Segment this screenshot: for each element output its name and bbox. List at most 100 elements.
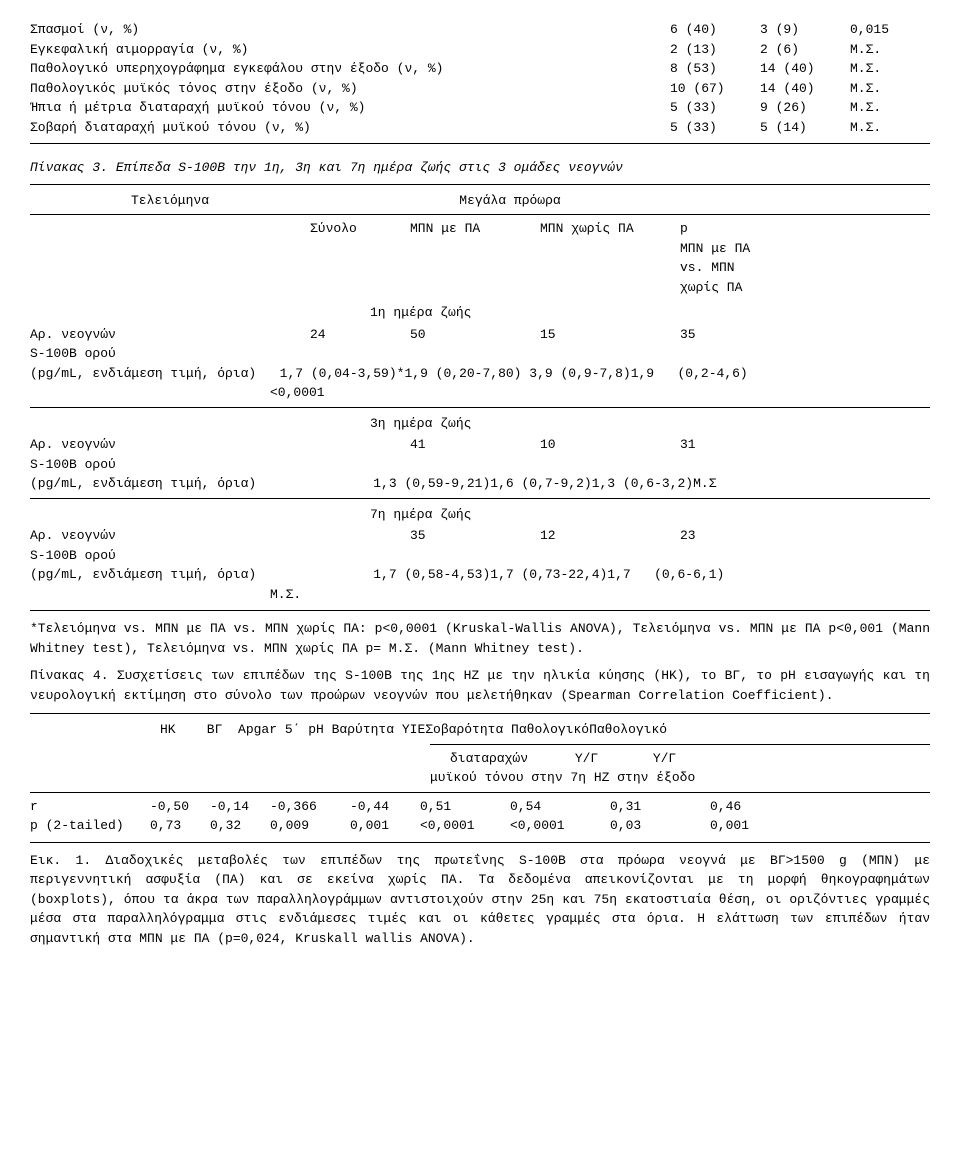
upper-table: Σπασμοί (ν, %) 6 (40) 3 (9) 0,015 Εγκεφα… [30,20,930,137]
cell: 31 [680,435,800,455]
header-cell: Μεγάλα πρόωρα [310,191,710,211]
p-value: <0,0001 [270,383,930,403]
table-row: Σοβαρή διαταραχή μυϊκού τόνου (ν, %) 5 (… [30,118,930,138]
cell: 50 [410,325,540,345]
cell [310,526,410,546]
table3-header-row: Τελειόμηνα Μεγάλα πρόωρα [30,191,930,211]
table-row: Αρ. νεογνών 35 12 23 [30,526,930,546]
cell: 6 (40) [670,20,760,40]
cell: 0,31 [610,797,710,817]
day3-label: 3η ημέρα ζωής [370,414,930,434]
divider [430,744,930,745]
cell: 12 [540,526,680,546]
cell: 35 [680,325,800,345]
table-row: Αρ. νεογνών 24 50 15 35 [30,325,930,345]
table-row: p (2-tailed) 0,73 0,32 0,009 0,001 <0,00… [30,816,930,836]
subhead-cell: Σύνολο [310,219,410,239]
p-note: vs. ΜΠΝ [680,258,930,278]
table-row: Παθολογικός μυϊκός τόνος στην έξοδο (ν, … [30,79,930,99]
s100b-label: S-100B ορού [30,546,930,566]
cell: 10 [540,435,680,455]
s100b-label: S-100B ορού [30,344,930,364]
cell: -0,14 [210,797,270,817]
figure-caption: Εικ. 1. Διαδοχικές μεταβολές των επιπέδω… [30,851,930,949]
cell: 15 [540,325,680,345]
cell [310,435,410,455]
table-row: Παθολογικό υπερηχογράφημα εγκεφάλου στην… [30,59,930,79]
data-row: (pg/mL, ενδιάμεση τιμή, όρια) 1,7 (0,58-… [30,565,930,585]
divider [30,143,930,144]
cell: -0,50 [150,797,210,817]
cell: 0,001 [710,816,790,836]
header-cell: Τελειόμηνα [30,191,310,211]
divider [30,184,930,185]
s100b-label: S-100B ορού [30,455,930,475]
row-label: Σπασμοί (ν, %) [30,20,670,40]
cell: -0,366 [270,797,350,817]
subhead-cell: p [680,219,800,239]
table4-header: ΗΚ ΒΓ Apgar 5΄ pH Βαρύτητα ΥΙΕΣοβαρότητα… [160,720,930,740]
cell: 10 (67) [670,79,760,99]
cell: 14 (40) [760,59,850,79]
row-label: Σοβαρή διαταραχή μυϊκού τόνου (ν, %) [30,118,670,138]
divider [30,792,930,793]
table3-subheader: Σύνολο ΜΠΝ με ΠΑ ΜΠΝ χωρίς ΠΑ p [310,219,930,239]
table-row: Αρ. νεογνών 41 10 31 [30,435,930,455]
table3-caption: Πίνακας 3. Επίπεδα S-100B την 1η, 3η και… [30,158,930,178]
cell: 35 [410,526,540,546]
cell: 0,54 [510,797,610,817]
row-label: Παθολογικός μυϊκός τόνος στην έξοδο (ν, … [30,79,670,99]
cell: 24 [310,325,410,345]
cell: 2 (6) [760,40,850,60]
table4-caption: Πίνακας 4. Συσχετίσεις των επιπέδων της … [30,666,930,705]
data-row: (pg/mL, ενδιάμεση τιμή, όρια) 1,3 (0,59-… [30,474,930,494]
cell: 0,51 [420,797,510,817]
cell: -0,44 [350,797,420,817]
cell: 0,73 [150,816,210,836]
cell: 3 (9) [760,20,850,40]
cell: <0,0001 [420,816,510,836]
footnote-1: *Τελειόμηνα vs. ΜΠΝ με ΠΑ vs. ΜΠΝ χωρίς … [30,619,930,658]
cell: 0,001 [350,816,420,836]
table4-subheader: διαταραχών Υ/Γ Υ/Γ [450,749,930,769]
row-label: Αρ. νεογνών [30,325,310,345]
table-row: Εγκεφαλική αιμορραγία (ν, %) 2 (13) 2 (6… [30,40,930,60]
table-row: Σπασμοί (ν, %) 6 (40) 3 (9) 0,015 [30,20,930,40]
p-note: χωρίς ΠΑ [680,278,930,298]
cell: 0,32 [210,816,270,836]
table-row: Ήπια ή μέτρια διαταραχή μυϊκού τόνου (ν,… [30,98,930,118]
cell: 5 (33) [670,98,760,118]
table-row: r -0,50 -0,14 -0,366 -0,44 0,51 0,54 0,3… [30,797,930,817]
cell: 0,46 [710,797,790,817]
cell: 5 (14) [760,118,850,138]
cell: 5 (33) [670,118,760,138]
cell: 0,009 [270,816,350,836]
cell: 23 [680,526,800,546]
cell: 8 (53) [670,59,760,79]
p-value: Μ.Σ. [270,585,930,605]
divider [30,842,930,843]
cell: 9 (26) [760,98,850,118]
day7-label: 7η ημέρα ζωής [370,505,930,525]
data-row: (pg/mL, ενδιάμεση τιμή, όρια) 1,7 (0,04-… [30,364,930,384]
row-label: Εγκεφαλική αιμορραγία (ν, %) [30,40,670,60]
cell: 41 [410,435,540,455]
divider [30,498,930,499]
cell: <0,0001 [510,816,610,836]
day1-label: 1η ημέρα ζωής [370,303,930,323]
subhead-cell: ΜΠΝ με ΠΑ [410,219,540,239]
row-label: Ήπια ή μέτρια διαταραχή μυϊκού τόνου (ν,… [30,98,670,118]
cell: 0,015 [850,20,930,40]
subhead-cell: ΜΠΝ χωρίς ΠΑ [540,219,680,239]
cell: Μ.Σ. [850,79,930,99]
divider [30,407,930,408]
row-label: r [30,797,150,817]
divider [30,713,930,714]
cell: 2 (13) [670,40,760,60]
divider [30,214,930,215]
cell: Μ.Σ. [850,118,930,138]
row-label: Παθολογικό υπερηχογράφημα εγκεφάλου στην… [30,59,670,79]
cell: 14 (40) [760,79,850,99]
table4-subheader: μυϊκού τόνου στην 7η ΗΖ στην έξοδο [430,768,930,788]
cell: 0,03 [610,816,710,836]
